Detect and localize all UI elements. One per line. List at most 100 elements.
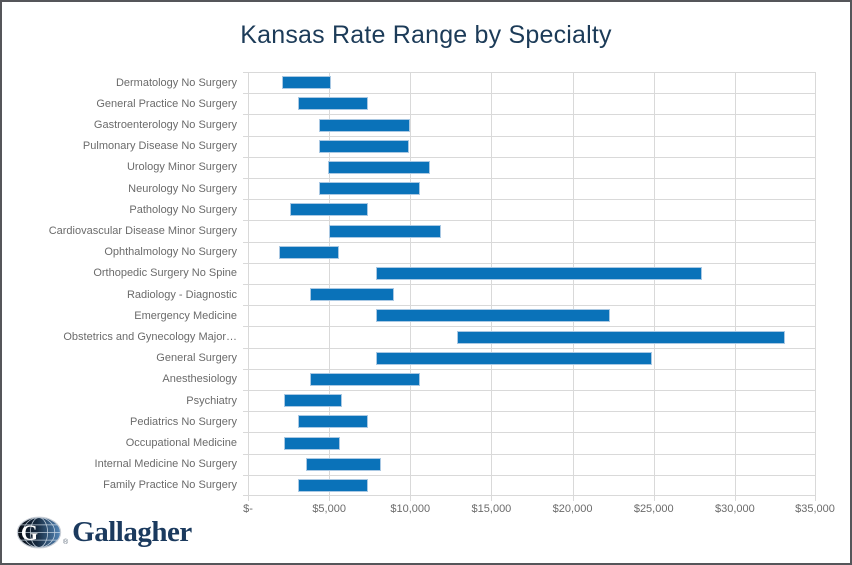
category-label: Pathology No Surgery: [129, 203, 237, 216]
x-axis-tick: [734, 496, 736, 501]
y-axis-tick: [243, 432, 248, 433]
category-label: Internal Medicine No Surgery: [94, 458, 237, 471]
x-axis-tick-label: $10,000: [390, 503, 431, 515]
range-bar: [298, 415, 369, 429]
category-label: Neurology No Surgery: [128, 182, 237, 195]
y-axis-tick: [243, 93, 248, 94]
category-label: Urology Minor Surgery: [126, 161, 237, 174]
horizontal-gridline: [248, 495, 816, 496]
range-bar: [376, 266, 703, 280]
range-bar: [319, 182, 420, 196]
x-axis-tick-label: $-: [243, 503, 253, 515]
category-label: Occupational Medicine: [125, 436, 237, 449]
range-bar: [319, 139, 409, 153]
category-label: Ophthalmology No Surgery: [104, 246, 237, 259]
category-label: Pulmonary Disease No Surgery: [82, 140, 237, 153]
y-axis-tick: [243, 390, 248, 391]
category-label: Pediatrics No Surgery: [130, 415, 237, 428]
x-axis-tick-label: $35,000: [795, 503, 835, 515]
range-bar: [298, 97, 369, 111]
value-axis-labels: $- $5,000 $10,000 $15,000 $20,000 $25,000 $30,…: [2, 503, 850, 519]
y-axis-tick: [243, 495, 248, 496]
y-axis-tick: [243, 263, 248, 264]
x-axis-tick-label: $30,000: [714, 503, 755, 515]
horizontal-gridline: [248, 454, 816, 455]
x-axis-tick: [329, 496, 331, 501]
y-axis-tick: [243, 326, 248, 327]
gallagher-wordmark: Gallagher: [72, 516, 192, 548]
y-axis-tick: [243, 199, 248, 200]
y-axis-tick: [243, 454, 248, 455]
x-axis-tick: [491, 496, 493, 501]
horizontal-gridline: [248, 475, 816, 476]
category-label: Orthopedic Surgery No Spine: [93, 267, 237, 280]
category-label: General Practice No Surgery: [96, 97, 237, 110]
category-label: Anesthesiology: [162, 373, 237, 386]
horizontal-gridline: [248, 348, 816, 349]
horizontal-gridline: [248, 369, 816, 370]
horizontal-gridline: [248, 72, 816, 73]
y-axis-tick: [243, 220, 248, 221]
chart-title: Kansas Rate Range by Specialty: [240, 21, 612, 49]
category-label: Emergency Medicine: [134, 309, 237, 322]
globe-monogram: G: [21, 520, 38, 545]
range-bar: [457, 330, 786, 344]
horizontal-gridline: [248, 242, 816, 243]
y-axis-tick: [243, 305, 248, 306]
horizontal-gridline: [248, 220, 816, 221]
y-axis-tick: [243, 284, 248, 285]
y-axis-tick: [243, 369, 248, 370]
horizontal-gridline: [248, 136, 816, 137]
horizontal-gridline: [248, 157, 816, 158]
gallagher-logo: G ® Gallagher: [16, 515, 192, 550]
horizontal-gridline: [248, 432, 816, 433]
horizontal-gridline: [248, 305, 816, 306]
y-axis-tick: [243, 411, 248, 412]
horizontal-gridline: [248, 93, 816, 94]
horizontal-gridline: [248, 114, 816, 115]
category-axis-labels: Dermatology No Surgery General Practice N…: [2, 72, 243, 496]
x-axis-tick-label: $25,000: [633, 503, 674, 515]
range-bar: [283, 436, 341, 450]
category-label: Gastroenterology No Surgery: [93, 118, 237, 131]
plot-area: [243, 72, 816, 501]
x-axis-tick: [410, 496, 412, 501]
range-bar: [329, 224, 442, 238]
registered-mark: ®: [63, 539, 69, 546]
x-axis-tick-label: $20,000: [552, 503, 593, 515]
range-bar: [290, 203, 369, 217]
range-bar: [376, 309, 610, 323]
range-bar: [283, 394, 343, 408]
horizontal-gridline: [248, 390, 816, 391]
y-axis-tick: [243, 72, 248, 73]
horizontal-gridline: [248, 411, 816, 412]
horizontal-gridline: [248, 199, 816, 200]
y-axis-tick: [243, 114, 248, 115]
range-bar: [298, 478, 369, 492]
category-label: Radiology - Diagnostic: [126, 288, 237, 301]
category-label: Dermatology No Surgery: [115, 76, 237, 89]
gallagher-globe-icon: G: [16, 516, 62, 549]
range-bar: [327, 160, 430, 174]
y-axis-tick: [243, 178, 248, 179]
category-label: Family Practice No Surgery: [103, 479, 237, 492]
range-bar: [309, 372, 420, 386]
y-axis-tick: [243, 136, 248, 137]
range-bar: [282, 76, 331, 90]
category-label: Obstetrics and Gynecology Major…: [63, 330, 237, 343]
horizontal-gridline: [248, 326, 816, 327]
category-label: General Surgery: [156, 352, 237, 365]
range-bar: [306, 457, 382, 471]
range-bar: [376, 351, 653, 365]
horizontal-gridline: [248, 284, 816, 285]
y-axis-tick: [243, 157, 248, 158]
y-axis-tick: [243, 242, 248, 243]
horizontal-gridline: [248, 178, 816, 179]
range-bar: [319, 118, 411, 132]
x-axis-tick: [572, 496, 574, 501]
y-axis-tick: [243, 475, 248, 476]
y-axis-tick: [243, 348, 248, 349]
x-axis-tick: [815, 496, 816, 501]
category-label: Cardiovascular Disease Minor Surgery: [48, 224, 237, 237]
